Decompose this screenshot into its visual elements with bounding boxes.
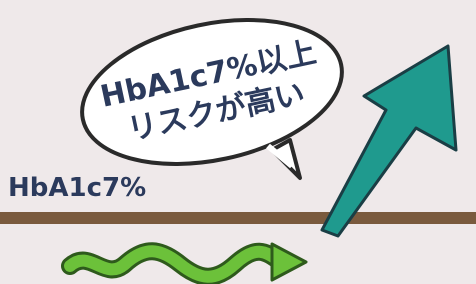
threshold-line (0, 212, 476, 224)
illustration: HbA1c7%以上 リスクが高い HbA1c7% (0, 0, 476, 284)
page: HbA1c7%以上 リスクが高い HbA1c7% (() => { const … (0, 0, 476, 284)
threshold-label: HbA1c7% (8, 173, 146, 203)
